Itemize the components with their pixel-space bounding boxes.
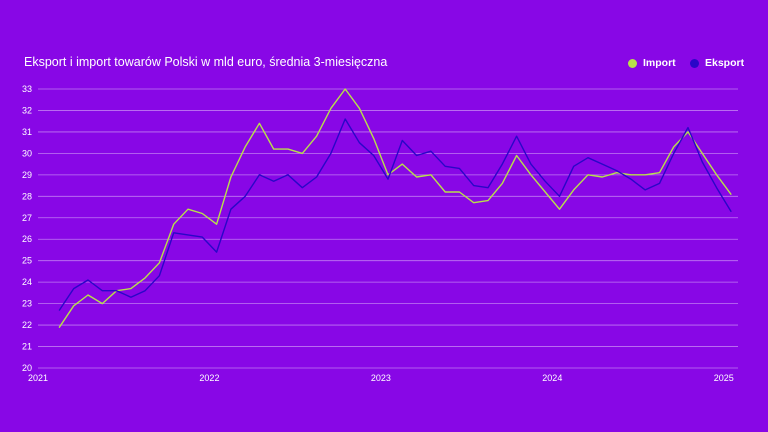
y-tick-label-21: 21 xyxy=(22,342,32,352)
series-line-eksport xyxy=(58,118,732,311)
y-tick-label-28: 28 xyxy=(22,191,32,201)
y-tick-label-30: 30 xyxy=(22,148,32,158)
legend-eksport-marker xyxy=(690,58,699,68)
legend-item-eksport: Eksport xyxy=(690,57,744,69)
chart-title: Eksport i import towarów Polski w mld eu… xyxy=(24,55,388,69)
y-tick-label-23: 23 xyxy=(22,299,32,309)
x-tick-label-2025: 2025 xyxy=(714,373,734,383)
legend-import-label: Import xyxy=(643,57,676,69)
legend-eksport-label: Eksport xyxy=(705,57,745,69)
x-tick-label-2024: 2024 xyxy=(542,373,562,383)
series-line-import xyxy=(58,88,732,328)
y-tick-label-31: 31 xyxy=(22,127,32,137)
legend-import-marker xyxy=(628,58,637,68)
y-tick-label-32: 32 xyxy=(22,105,32,115)
x-tick-label-2023: 2023 xyxy=(371,373,391,383)
x-tick-label-2022: 2022 xyxy=(199,373,219,383)
y-tick-label-22: 22 xyxy=(22,320,32,330)
y-tick-label-29: 29 xyxy=(22,170,32,180)
x-tick-label-2021: 2021 xyxy=(28,373,48,383)
y-tick-label-26: 26 xyxy=(22,234,32,244)
y-tick-label-33: 33 xyxy=(22,84,32,94)
y-tick-label-20: 20 xyxy=(22,363,32,373)
y-tick-label-25: 25 xyxy=(22,256,32,266)
legend-item-import: Import xyxy=(628,57,676,69)
y-tick-label-24: 24 xyxy=(22,277,32,287)
y-tick-label-27: 27 xyxy=(22,213,32,223)
